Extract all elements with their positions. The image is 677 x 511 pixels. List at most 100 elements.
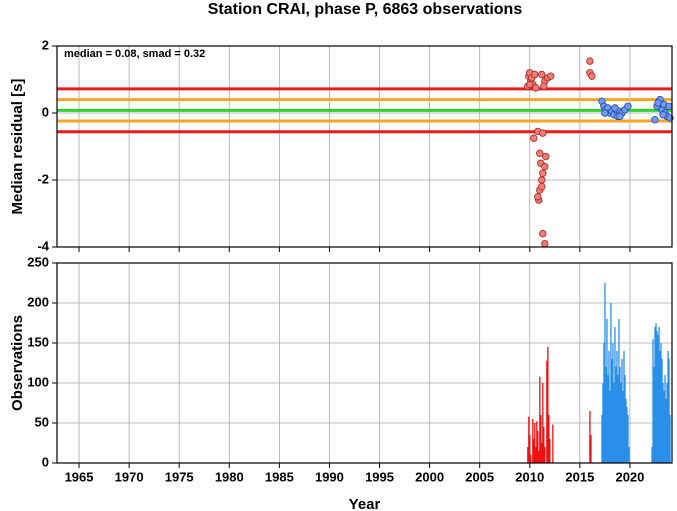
- y-axis-label: Median residual [s]: [9, 79, 26, 215]
- y-axis-label: Observations: [9, 315, 26, 411]
- y-tick-label: 150: [27, 334, 49, 349]
- point: [539, 169, 547, 177]
- bar: [661, 359, 663, 463]
- point: [531, 70, 539, 79]
- bar: [665, 399, 667, 463]
- bar: [603, 343, 605, 463]
- bar: [653, 367, 655, 463]
- bar: [610, 303, 612, 463]
- x-tick-label: 2020: [615, 469, 644, 484]
- bar: [528, 416, 530, 463]
- bar: [535, 447, 537, 463]
- bar: [590, 435, 592, 463]
- x-tick-label: 2005: [465, 469, 494, 484]
- bar: [656, 331, 658, 463]
- x-tick-label: 1995: [365, 469, 394, 484]
- bar: [623, 351, 625, 463]
- bar: [541, 443, 543, 463]
- x-tick-label: 2015: [565, 469, 594, 484]
- bar: [618, 319, 620, 463]
- y-tick-label: 2: [42, 37, 49, 52]
- point: [538, 70, 546, 79]
- bar: [628, 447, 630, 463]
- point: [540, 82, 548, 90]
- bar: [668, 359, 670, 463]
- bar: [614, 327, 616, 463]
- x-tick-label: 1970: [115, 469, 144, 484]
- point: [586, 57, 594, 65]
- bar: [538, 451, 540, 463]
- bar: [627, 415, 629, 463]
- bar: [626, 407, 628, 463]
- x-tick-label: 1965: [65, 469, 94, 484]
- point: [538, 176, 546, 184]
- y-tick-label: 0: [42, 454, 49, 469]
- bar: [619, 367, 621, 463]
- bar: [652, 339, 654, 463]
- bar: [625, 399, 627, 463]
- bar: [530, 455, 532, 463]
- bar: [613, 383, 615, 463]
- bar: [655, 323, 657, 463]
- bar: [604, 283, 606, 463]
- annotation: median = 0.08, smad = 0.32: [64, 48, 205, 60]
- bar: [615, 367, 617, 463]
- point: [532, 84, 540, 92]
- bar: [529, 435, 531, 463]
- y-tick-label: -2: [37, 171, 49, 186]
- bar: [664, 375, 666, 463]
- x-tick-label: 1985: [265, 469, 294, 484]
- bar: [540, 415, 542, 463]
- y-tick-label: 100: [27, 374, 49, 389]
- bar: [620, 383, 622, 463]
- point: [536, 149, 544, 157]
- point: [542, 152, 550, 161]
- point: [616, 112, 624, 121]
- bar: [601, 415, 603, 463]
- bar: [549, 439, 551, 463]
- bar: [607, 375, 609, 463]
- bar: [660, 343, 662, 463]
- x-tick-label: 2010: [515, 469, 544, 484]
- bar: [624, 375, 626, 463]
- chart-title: Station CRAI, phase P, 6863 observations: [208, 1, 523, 18]
- bar: [546, 360, 548, 463]
- plot-frame: [56, 45, 673, 248]
- point: [659, 110, 667, 119]
- point: [601, 109, 609, 117]
- x-tick-label: 1975: [165, 469, 194, 484]
- point: [654, 99, 662, 107]
- point: [539, 229, 547, 238]
- point: [538, 182, 546, 191]
- bar: [527, 447, 529, 463]
- x-axis-label: Year: [349, 496, 381, 511]
- point: [651, 115, 659, 124]
- bar: [658, 327, 660, 463]
- bar: [609, 391, 611, 463]
- bar: [539, 376, 541, 463]
- bar: [662, 383, 664, 463]
- bar: [659, 351, 661, 463]
- bar: [543, 427, 545, 463]
- bar: [589, 411, 591, 463]
- bar: [663, 391, 665, 463]
- bar: [537, 431, 539, 463]
- x-tick-label: 1980: [215, 469, 244, 484]
- x-tick-label: 1990: [315, 469, 344, 484]
- bar: [608, 351, 610, 463]
- point: [534, 193, 542, 201]
- bar: [605, 367, 607, 463]
- point: [526, 80, 534, 89]
- y-tick-label: 250: [27, 254, 49, 269]
- y-tick-label: 50: [35, 414, 49, 429]
- bar: [602, 383, 604, 463]
- bar: [552, 424, 554, 463]
- point: [539, 129, 547, 137]
- bar: [532, 419, 534, 463]
- bar: [616, 351, 618, 463]
- bar: [654, 327, 656, 463]
- point: [541, 239, 549, 248]
- point: [541, 162, 549, 171]
- bar: [611, 359, 613, 463]
